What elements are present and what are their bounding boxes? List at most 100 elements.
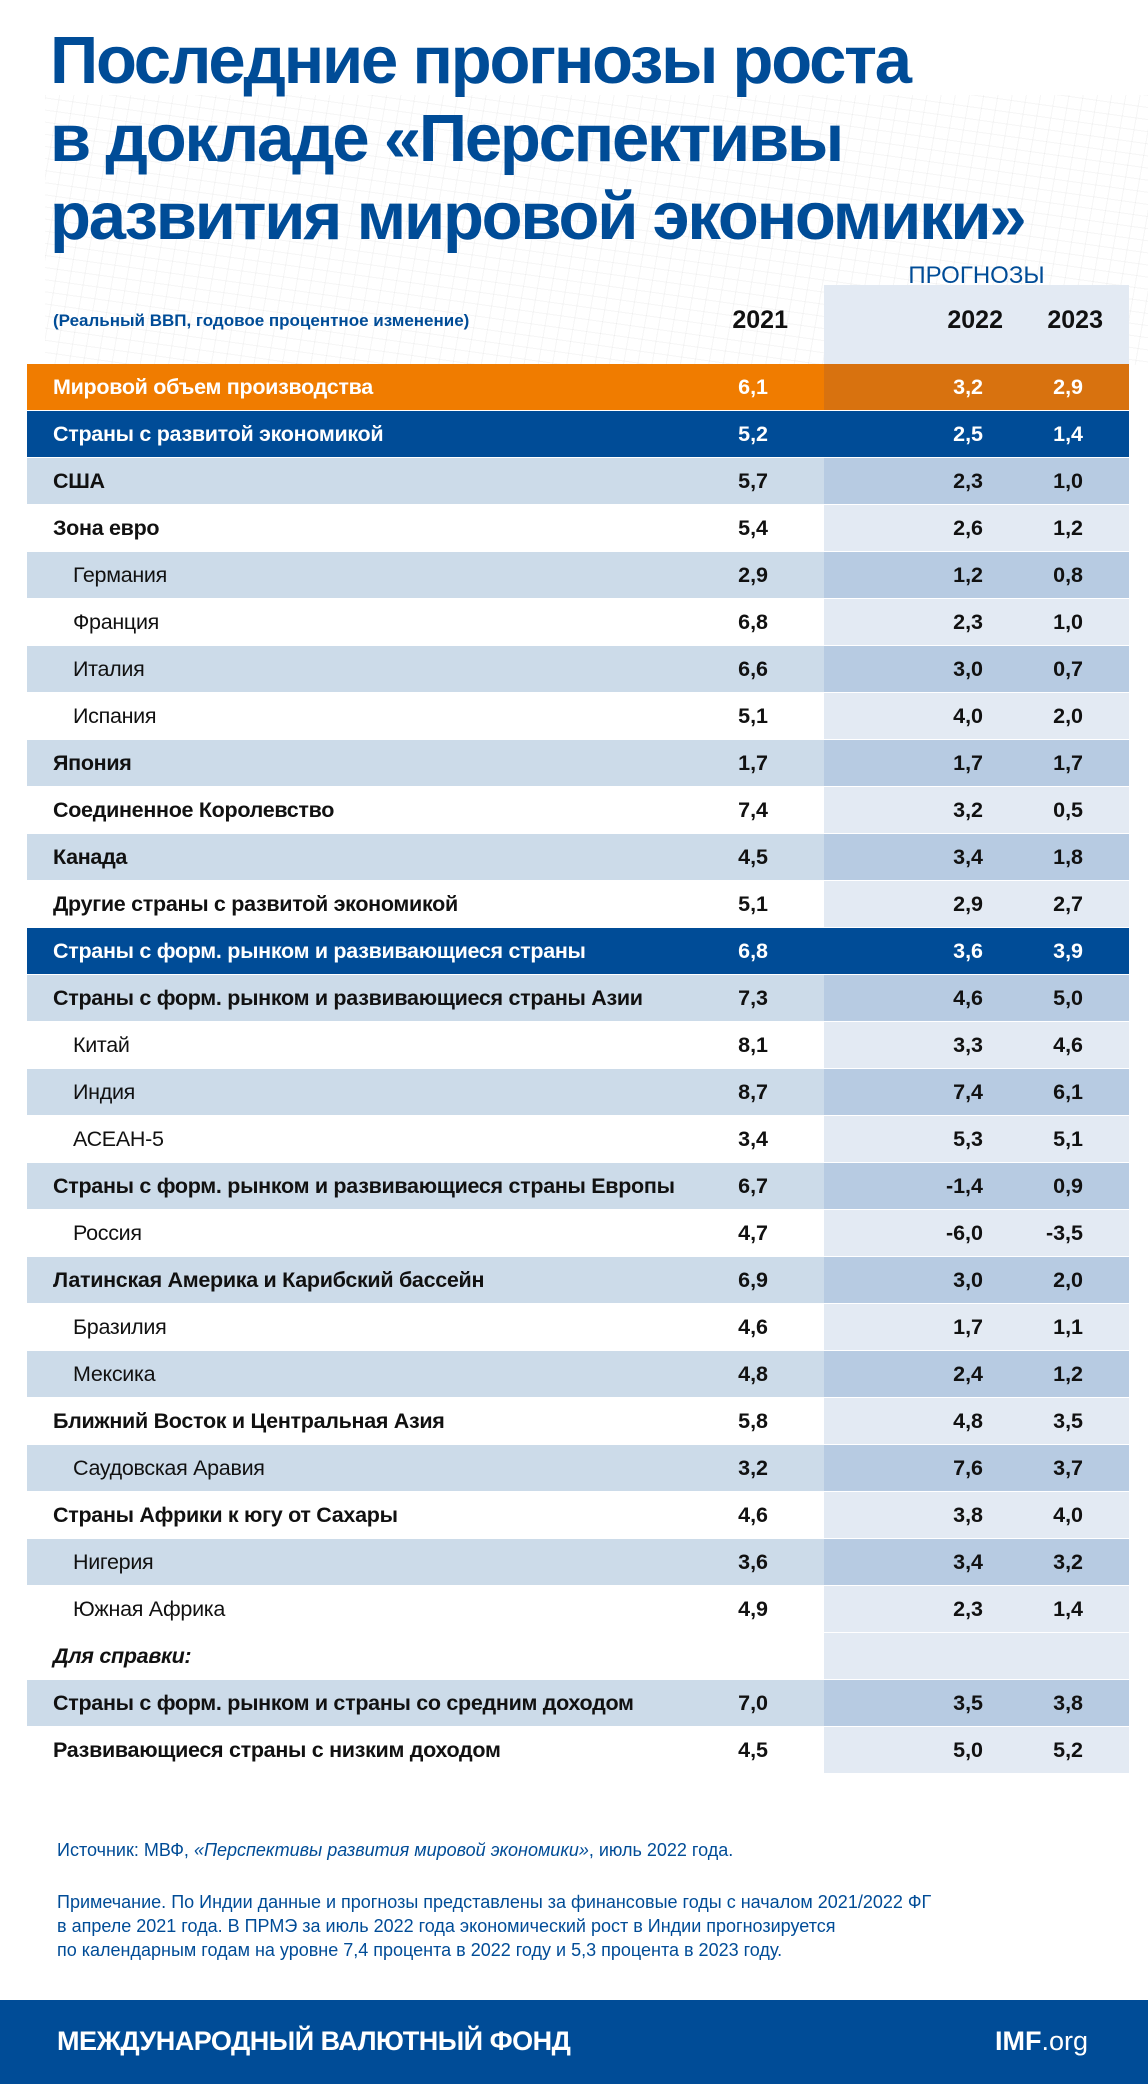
footer-site-link[interactable]: IMF.org (995, 2026, 1088, 2057)
value-cell-2023: 6,1 (1053, 1080, 1083, 1104)
row-label: Латинская Америка и Карибский бассейн (53, 1268, 485, 1292)
row-label: Страны с форм. рынком и развивающиеся ст… (53, 939, 586, 963)
value-cell-2022: 2,9 (953, 892, 983, 916)
value-cell-2022: 3,4 (953, 1550, 983, 1574)
source-title: «Перспективы развития мировой экономики» (193, 1840, 589, 1860)
footnote-line: по календарным годам на уровне 7,4 проце… (57, 1940, 783, 1960)
table-row: Канада 4,5 3,4 1,8 (27, 834, 1129, 881)
value-cell-2023: 3,7 (1053, 1456, 1083, 1480)
title-line: Последние прогнозы роста (50, 23, 912, 98)
value-cell-2021: 3,4 (738, 1127, 768, 1151)
value-cell-2021: 4,6 (738, 1503, 768, 1527)
forecast-cell-shading (824, 552, 1129, 598)
value-cell-2022: 1,7 (953, 751, 983, 775)
value-cell-2021: 7,4 (738, 798, 768, 822)
table-row: Развивающиеся страны с низким доходом 4,5… (27, 1727, 1129, 1774)
value-cell-2022: 4,0 (953, 704, 983, 728)
title-line: в докладе «Перспективы (50, 101, 844, 176)
footnote-line: в апреле 2021 года. В ПРМЭ за июль 2022 … (57, 1916, 836, 1936)
row-label: Саудовская Аравия (73, 1456, 265, 1480)
value-cell-2023: 0,5 (1053, 798, 1083, 822)
page-title: Последние прогнозы роста в докладе «Перс… (50, 22, 1027, 256)
row-label: Страны с развитой экономикой (53, 422, 384, 446)
value-cell-2021: 1,7 (738, 751, 768, 775)
table-row: Другие страны с развитой экономикой 5,1 2,… (27, 881, 1129, 928)
row-label: Япония (53, 751, 132, 775)
table-row: Страны Африки к югу от Сахары 4,6 3,8 4,0 (27, 1492, 1129, 1539)
forecast-cell-shading (824, 1445, 1129, 1491)
forecast-cell-shading (824, 1069, 1129, 1115)
forecast-cell-shading (824, 1163, 1129, 1209)
value-cell-2022: 3,5 (953, 1691, 983, 1715)
value-cell-2022: 7,4 (953, 1080, 983, 1104)
footnote: Примечание. По Индии данные и прогнозы п… (57, 1890, 1107, 1962)
row-label: АСЕАН-5 (73, 1127, 164, 1151)
table-row: США 5,7 2,3 1,0 (27, 458, 1129, 505)
value-cell-2022: 3,6 (953, 939, 983, 963)
table-row: Германия 2,9 1,2 0,8 (27, 552, 1129, 599)
value-cell-2022: 2,3 (953, 610, 983, 634)
value-cell-2022: 2,3 (953, 469, 983, 493)
value-cell-2023: 2,0 (1053, 704, 1083, 728)
value-cell-2022: 2,5 (953, 422, 983, 446)
value-cell-2022: 7,6 (953, 1456, 983, 1480)
table-row: Мексика 4,8 2,4 1,2 (27, 1351, 1129, 1398)
value-cell-2022: 1,2 (953, 563, 983, 587)
value-cell-2021: 5,1 (738, 892, 768, 916)
table-row: Для справки: (27, 1633, 1129, 1680)
value-cell-2023: 2,9 (1053, 375, 1083, 399)
value-cell-2023: 1,4 (1053, 422, 1083, 446)
table-row: Индия 8,7 7,4 6,1 (27, 1069, 1129, 1116)
table-row: АСЕАН-5 3,4 5,3 5,1 (27, 1116, 1129, 1163)
row-label: Бразилия (73, 1315, 167, 1339)
forecast-cell-shading (824, 1680, 1129, 1726)
value-cell-2022: 3,2 (953, 798, 983, 822)
row-label: Индия (73, 1080, 136, 1104)
value-cell-2023: 0,9 (1053, 1174, 1083, 1198)
forecast-cell-shading (824, 1398, 1129, 1444)
source-note: Источник: МВФ, «Перспективы развития мир… (57, 1840, 733, 1861)
footnote-line: Примечание. По Индии данные и прогнозы п… (57, 1892, 932, 1912)
value-cell-2021: 4,9 (738, 1597, 768, 1621)
value-cell-2021: 5,8 (738, 1409, 768, 1433)
row-label: Мексика (73, 1362, 156, 1386)
forecast-cell-shading (824, 693, 1129, 739)
row-label: США (53, 469, 105, 493)
footer-org-name: МЕЖДУНАРОДНЫЙ ВАЛЮТНЫЙ ФОНД (57, 2026, 571, 2056)
table-row: Соединенное Королевство 7,4 3,2 0,5 (27, 787, 1129, 834)
row-label: Страны с форм. рынком и развивающиеся ст… (53, 986, 643, 1010)
site-bold: IMF (994, 2026, 1042, 2056)
value-cell-2021: 6,1 (738, 375, 768, 399)
row-label: Мировой объем производства (53, 375, 373, 399)
value-cell-2022: 3,4 (953, 845, 983, 869)
value-cell-2022: -6,0 (945, 1221, 983, 1245)
forecast-cell-shading (824, 1539, 1129, 1585)
value-cell-2021: 3,2 (738, 1456, 768, 1480)
table-row: Латинская Америка и Карибский бассейн 6,9… (27, 1257, 1129, 1304)
value-cell-2022: 1,7 (953, 1315, 983, 1339)
column-header-2023: 2023 (1047, 306, 1103, 334)
table-row: Ближний Восток и Центральная Азия 5,8 4,8 3… (27, 1398, 1129, 1445)
value-cell-2022: 5,0 (953, 1738, 983, 1762)
site-rest: .org (1041, 2026, 1088, 2056)
table-row: Мировой объем производства 6,1 3,2 2,9 (27, 364, 1129, 411)
row-label: Южная Африка (73, 1597, 226, 1621)
value-cell-2023: 1,1 (1053, 1315, 1083, 1339)
value-cell-2023: 1,2 (1053, 1362, 1083, 1386)
value-cell-2023: 3,5 (1053, 1409, 1083, 1433)
table-row: Испания 5,1 4,0 2,0 (27, 693, 1129, 740)
value-cell-2021: 4,8 (738, 1362, 768, 1386)
forecast-cell-shading (824, 1351, 1129, 1397)
value-cell-2021: 5,2 (738, 422, 768, 446)
forecast-cell-shading (824, 1633, 1129, 1679)
value-cell-2022: 3,8 (953, 1503, 983, 1527)
value-cell-2022: 3,2 (953, 375, 983, 399)
table-row: Южная Африка 4,9 2,3 1,4 (27, 1586, 1129, 1633)
row-label: Развивающиеся страны с низким доходом (53, 1738, 501, 1762)
value-cell-2021: 5,7 (738, 469, 768, 493)
value-cell-2023: 1,2 (1053, 516, 1083, 540)
row-label: Россия (73, 1221, 142, 1245)
value-cell-2021: 5,1 (738, 704, 768, 728)
table-row: Бразилия 4,6 1,7 1,1 (27, 1304, 1129, 1351)
forecast-cell-shading (824, 787, 1129, 833)
